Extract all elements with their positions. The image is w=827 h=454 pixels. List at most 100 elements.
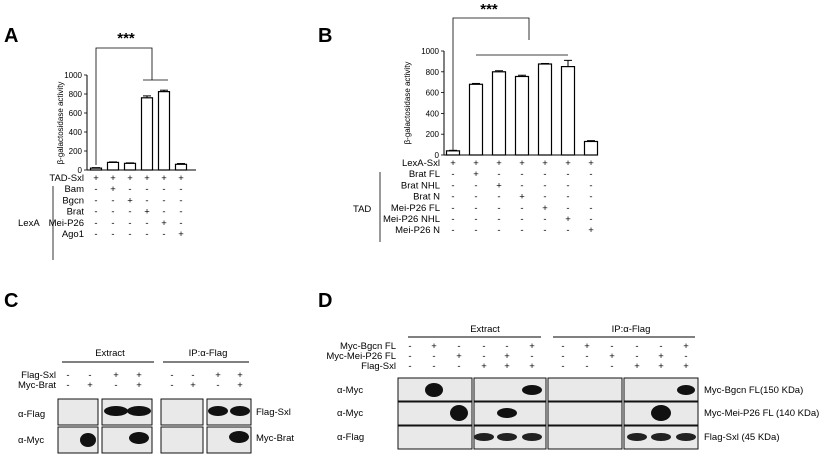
blot-sign: - (561, 351, 564, 362)
band (127, 406, 151, 416)
condition-sign: - (589, 169, 592, 180)
blot-sign: - (561, 341, 564, 352)
blot-strip (547, 401, 623, 426)
blot-strip (623, 377, 699, 402)
blot-sign: - (635, 341, 638, 352)
condition-sign: - (179, 218, 182, 229)
condition-sign: + (144, 207, 150, 218)
blot-sign: - (66, 380, 69, 391)
significance-stars-b: *** (480, 1, 498, 18)
ip-header-c: IP:α-Flag (189, 348, 228, 359)
blot-sign: + (683, 341, 689, 352)
band-label-d-0: Myc-Bgcn FL(150 KDa) (704, 385, 803, 396)
condition-sign: + (473, 158, 479, 169)
condition-sign: - (145, 218, 148, 229)
condition-sign: - (497, 203, 500, 214)
blot-sign: + (658, 351, 664, 362)
condition-sign: - (145, 229, 148, 240)
blot-row-label: Flag-Sxl (361, 361, 396, 372)
band-label-d-2: Flag-Sxl (45 KDa) (704, 432, 780, 443)
chart-b: 0 200 400 600 800 1000 β-galactosidase activi… (353, 1, 599, 242)
antibody-label-c-0: α-Flag (18, 409, 45, 420)
condition-label: Brat FL (409, 169, 440, 180)
antibody-label-d-2: α-Flag (337, 432, 364, 443)
condition-sign: - (474, 192, 477, 203)
condition-label: Ago1 (62, 229, 84, 240)
blot-row-label: Myc-Brat (18, 380, 56, 391)
condition-sign: - (94, 207, 97, 218)
y-tick-label: 600 (69, 109, 83, 118)
condition-label: TAD-Sxl (49, 173, 84, 184)
band (230, 406, 250, 416)
blot-sign: - (635, 351, 638, 362)
bar (445, 150, 461, 156)
panel-label-a: A (4, 25, 18, 47)
blot-sign: - (408, 341, 411, 352)
bar (140, 97, 154, 171)
blot-sign: - (505, 341, 508, 352)
condition-sign: - (474, 214, 477, 225)
condition-sign: + (588, 158, 594, 169)
band (229, 431, 249, 443)
condition-sign: - (566, 225, 569, 236)
y-tick-label: 200 (426, 130, 440, 139)
condition-sign: - (451, 192, 454, 203)
blot-sign: + (529, 341, 535, 352)
blot-sign: - (610, 341, 613, 352)
blot-row-label: Myc-Mei-P26 FL (326, 351, 396, 362)
condition-label: Mei-P26 (49, 218, 84, 229)
y-tick-label: 1000 (64, 71, 82, 80)
panel-label-d: D (318, 290, 332, 312)
panel-label-b: B (318, 25, 332, 47)
blot-sign: + (431, 341, 437, 352)
condition-sign: + (473, 169, 479, 180)
blot-strip (473, 377, 547, 402)
blot-sign: - (530, 351, 533, 362)
blot-sign: - (114, 380, 117, 391)
condition-label: Bam (64, 184, 84, 195)
bar (157, 91, 171, 171)
y-tick-label: 800 (426, 68, 440, 77)
condition-sign: + (110, 173, 116, 184)
band (497, 408, 517, 418)
blot-sign: - (408, 361, 411, 372)
condition-sign: + (110, 184, 116, 195)
condition-sign: - (497, 192, 500, 203)
antibody-label-d-1: α-Myc (337, 408, 363, 419)
blot-sign: + (215, 370, 221, 381)
blot-sign: + (504, 351, 510, 362)
condition-sign: - (566, 169, 569, 180)
condition-sign: - (94, 218, 97, 229)
condition-label: Bgcn (62, 195, 84, 206)
band (425, 383, 443, 397)
condition-sign: - (128, 184, 131, 195)
blot-sign: - (659, 341, 662, 352)
blot-strip (160, 398, 204, 426)
bar (89, 167, 103, 171)
condition-sign: - (497, 225, 500, 236)
condition-sign: + (542, 203, 548, 214)
ip-header-d: IP:α-Flag (612, 324, 651, 335)
blot-sign: + (190, 380, 196, 391)
condition-sign: - (589, 203, 592, 214)
blot-sign: + (634, 361, 640, 372)
condition-sign: - (589, 192, 592, 203)
condition-sign: - (520, 169, 523, 180)
bar (560, 65, 576, 156)
condition-sign: - (179, 184, 182, 195)
condition-sign: + (542, 158, 548, 169)
antibody-label-c-1: α-Myc (18, 435, 44, 446)
blot-sign: - (684, 351, 687, 362)
condition-sign: - (543, 192, 546, 203)
blot-strip (547, 377, 623, 402)
condition-sign: + (588, 225, 594, 236)
band (450, 405, 468, 421)
blot-sign: - (88, 370, 91, 381)
y-axis-label-b: β-galactosidase activity (403, 62, 412, 145)
condition-sign: + (127, 173, 133, 184)
y-tick-label: 400 (69, 128, 83, 137)
bar (174, 163, 188, 171)
condition-sign: - (162, 229, 165, 240)
blot-sign: - (585, 361, 588, 372)
condition-sign: - (497, 169, 500, 180)
